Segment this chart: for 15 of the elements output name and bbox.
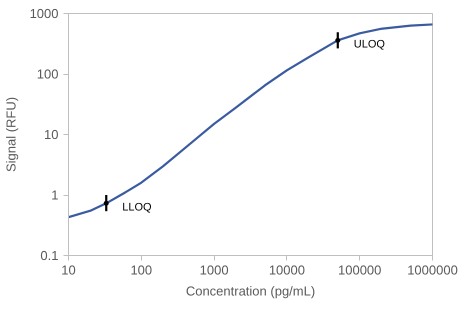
x-tick-label: 100 bbox=[130, 262, 152, 278]
x-tick-label: 10 bbox=[61, 262, 76, 278]
y-tick-label: 0.1 bbox=[40, 248, 59, 263]
y-tick-label: 1000 bbox=[30, 6, 58, 21]
annotation: LLOQ bbox=[122, 201, 152, 214]
y-axis-title: Signal (RFU) bbox=[4, 96, 19, 172]
x-tick-label: 1000000 bbox=[407, 262, 458, 278]
x-tick-label: 10000 bbox=[268, 262, 305, 278]
y-tick-label: 100 bbox=[36, 66, 59, 82]
x-axis-title: Concentration (pg/mL) bbox=[186, 284, 316, 298]
x-tick-label: 1000 bbox=[200, 262, 229, 278]
y-tick-label: 10 bbox=[44, 127, 59, 142]
annotation: ULOQ bbox=[354, 38, 386, 50]
x-tick-label: 100000 bbox=[338, 262, 382, 278]
y-tick-label: 1 bbox=[51, 188, 59, 202]
